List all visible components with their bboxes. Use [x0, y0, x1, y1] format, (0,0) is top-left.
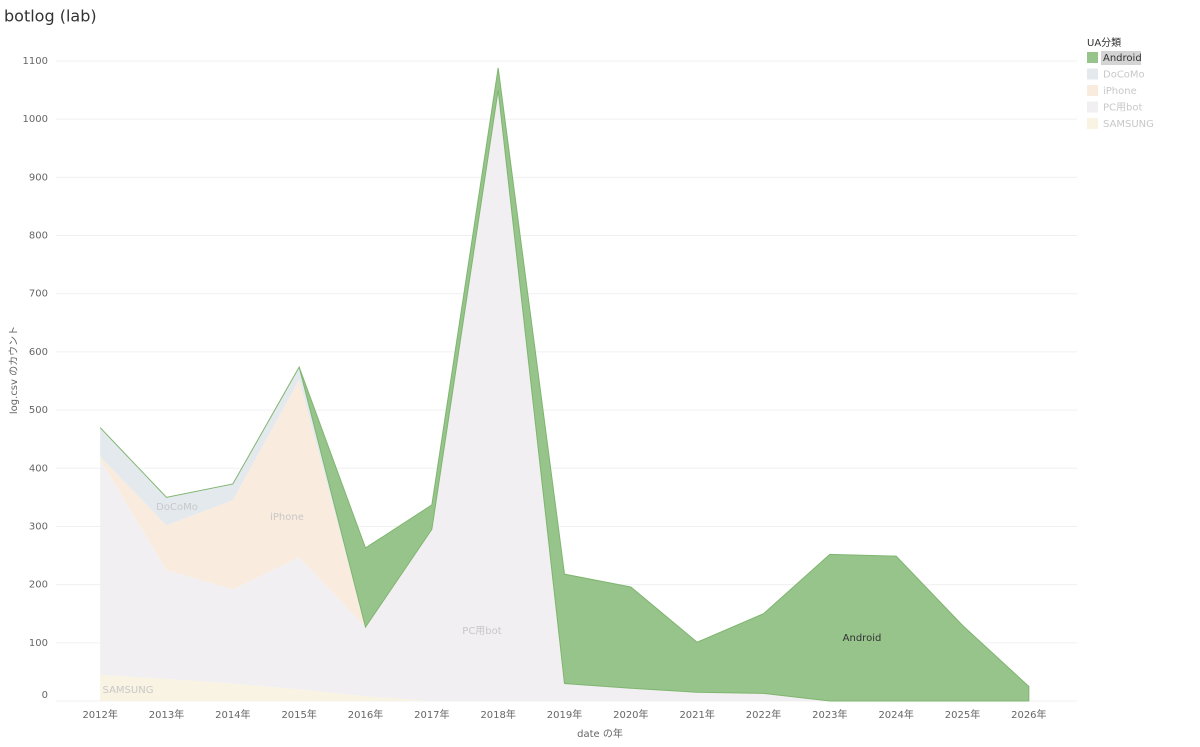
x-tick-label: 2026年	[1011, 708, 1046, 721]
legend-label[interactable]: PC用bot	[1103, 103, 1142, 114]
x-tick-label: 2024年	[878, 708, 913, 721]
legend-swatch[interactable]	[1087, 68, 1098, 80]
x-tick-label: 2012年	[82, 708, 117, 721]
area	[100, 90, 1029, 701]
legend-label[interactable]: DoCoMo	[1103, 70, 1145, 81]
x-tick-label: 2023年	[812, 708, 847, 721]
legend-swatch[interactable]	[1087, 85, 1098, 96]
area-label: Android	[843, 633, 882, 644]
area	[100, 90, 1029, 701]
area	[100, 674, 1029, 701]
area-label: iPhone	[270, 512, 304, 523]
area-label: DoCoMo	[156, 502, 198, 513]
x-tick-label: 2014年	[215, 708, 250, 721]
y-tick-label: 700	[29, 289, 48, 300]
area	[100, 90, 1029, 701]
y-tick-label: 1100	[23, 56, 48, 67]
legend-label[interactable]: iPhone	[1103, 86, 1137, 97]
y-tick-label: 300	[29, 521, 48, 532]
legend-swatch[interactable]	[1087, 118, 1098, 129]
legend-highlight	[1101, 51, 1141, 65]
x-tick-label: 2020年	[613, 708, 648, 721]
y-axis-label: log.csv のカウント	[8, 326, 20, 414]
x-axis-label: date の年	[577, 727, 623, 740]
y-tick-label: 500	[29, 405, 48, 416]
area	[99, 67, 1030, 702]
y-tick-label: 400	[29, 463, 48, 474]
y-tick-label: 900	[29, 172, 48, 183]
y-tick-label: 1000	[23, 114, 48, 125]
area-label: SAMSUNG	[103, 685, 154, 696]
legend-title: UA分類	[1087, 37, 1121, 49]
legend-label[interactable]: Android	[1103, 53, 1142, 64]
y-tick-label: 200	[29, 580, 48, 591]
x-tick-label: 2022年	[746, 708, 781, 721]
x-tick-label: 2018年	[480, 708, 515, 721]
legend-swatch[interactable]	[1087, 52, 1098, 63]
legend-swatch[interactable]	[1087, 101, 1098, 113]
chart-title: botlog (lab)	[4, 7, 97, 26]
y-tick-label: 600	[29, 347, 48, 358]
legend-label[interactable]: SAMSUNG	[1103, 119, 1154, 130]
x-tick-label: 2015年	[281, 708, 316, 721]
x-tick-label: 2013年	[149, 708, 184, 721]
y-tick-label: 0	[42, 690, 48, 701]
x-tick-label: 2016年	[348, 708, 383, 721]
y-tick-label: 800	[29, 231, 48, 242]
x-tick-label: 2019年	[547, 708, 582, 721]
area-label: PC用bot	[462, 626, 501, 637]
x-tick-label: 2025年	[945, 708, 980, 721]
y-tick-label: 100	[29, 638, 48, 649]
x-tick-label: 2017年	[414, 708, 449, 721]
x-tick-label: 2021年	[679, 708, 714, 721]
